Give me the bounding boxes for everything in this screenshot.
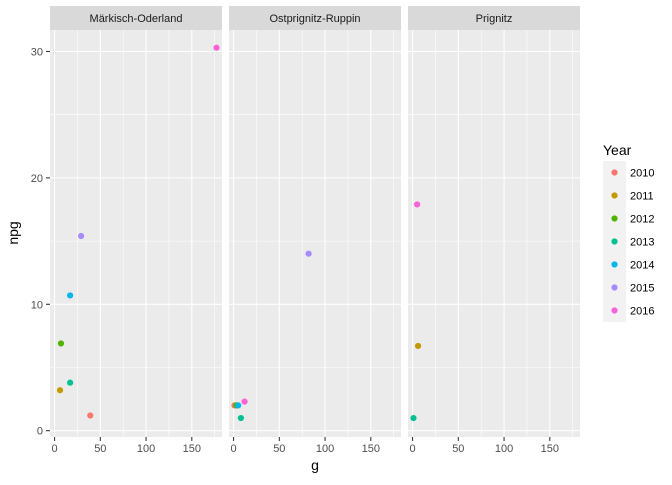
x-tick-label: 50 — [452, 443, 464, 455]
facet-strip — [229, 6, 401, 30]
y-axis-title: npg — [5, 221, 21, 244]
x-axis: 0 50 100 150 0 50 100 150 0 50 100 150 — [52, 437, 559, 455]
facet-panels: Märkisch-Oderland Ostprignitz-Ruppin Prign… — [50, 6, 580, 437]
facet-strip — [50, 6, 222, 30]
y-tick-label: 0 — [37, 426, 43, 438]
data-point-2016 — [213, 44, 220, 51]
data-point-2015 — [305, 250, 312, 257]
legend-label: 2011 — [630, 191, 654, 203]
data-point-2014 — [235, 402, 242, 409]
legend-label: 2013 — [630, 237, 654, 249]
x-tick-label: 100 — [316, 443, 334, 455]
x-tick-label: 150 — [362, 443, 380, 455]
data-point-2015 — [78, 232, 85, 240]
legend-title: Year — [603, 142, 632, 158]
legend-item-2015: 2015 — [603, 276, 654, 299]
data-point-2013 — [410, 414, 417, 422]
panel-background — [408, 30, 580, 437]
facet-strip-label: Ostprignitz-Ruppin — [269, 13, 360, 25]
x-axis-title: g — [311, 457, 319, 473]
data-point-2013 — [67, 379, 74, 386]
facet-strip-label: Märkisch-Oderland — [90, 13, 183, 25]
legend-marker — [611, 284, 618, 291]
data-point-2010 — [87, 412, 94, 419]
panel-background — [229, 30, 401, 437]
y-axis: 0 10 20 30 — [31, 46, 50, 438]
legend-marker — [611, 261, 618, 268]
legend-item-2016: 2016 — [603, 299, 654, 322]
facet-strip-label: Prignitz — [476, 13, 513, 25]
legend-label: 2016 — [630, 306, 654, 318]
data-point-2011 — [414, 342, 422, 350]
x-tick-label: 0 — [231, 443, 237, 455]
legend-marker — [611, 169, 618, 176]
data-point-2013 — [237, 414, 244, 422]
legend-label: 2012 — [630, 214, 654, 226]
legend-label: 2015 — [630, 283, 654, 295]
legend-item-2010: 2010 — [603, 161, 654, 184]
x-tick-label: 0 — [52, 443, 58, 455]
legend-item-2014: 2014 — [603, 253, 654, 276]
legend-label: 2014 — [630, 260, 654, 272]
data-point-2014 — [67, 292, 74, 299]
data-point-2016 — [414, 201, 421, 208]
facet-panel: Ostprignitz-Ruppin — [229, 6, 401, 437]
x-tick-label: 150 — [541, 443, 559, 455]
legend-marker — [611, 238, 618, 245]
data-point-2011 — [56, 387, 64, 394]
x-tick-label: 0 — [410, 443, 416, 455]
legend-marker — [611, 192, 618, 199]
legend-item-2013: 2013 — [603, 230, 654, 253]
x-tick-label: 100 — [137, 443, 155, 455]
facet-strip — [408, 6, 580, 30]
data-point-2012 — [57, 340, 65, 347]
y-tick-label: 10 — [31, 299, 43, 311]
panel-background — [50, 30, 222, 437]
x-tick-label: 50 — [94, 443, 106, 455]
facet-panel: Prignitz — [408, 6, 580, 437]
legend-item-2012: 2012 — [603, 207, 654, 230]
legend: Year 2010 2011 2012 2013 2014 2015 2016 — [603, 142, 654, 322]
y-tick-label: 30 — [31, 46, 43, 58]
legend-label: 2010 — [630, 168, 654, 180]
legend-item-2011: 2011 — [603, 184, 654, 207]
x-tick-label: 50 — [273, 443, 285, 455]
facet-panel: Märkisch-Oderland — [50, 6, 222, 437]
y-tick-label: 20 — [31, 173, 43, 185]
data-point-2016 — [241, 398, 248, 405]
x-tick-label: 100 — [495, 443, 513, 455]
x-tick-label: 150 — [183, 443, 201, 455]
legend-marker — [611, 215, 618, 222]
legend-marker — [611, 307, 618, 314]
